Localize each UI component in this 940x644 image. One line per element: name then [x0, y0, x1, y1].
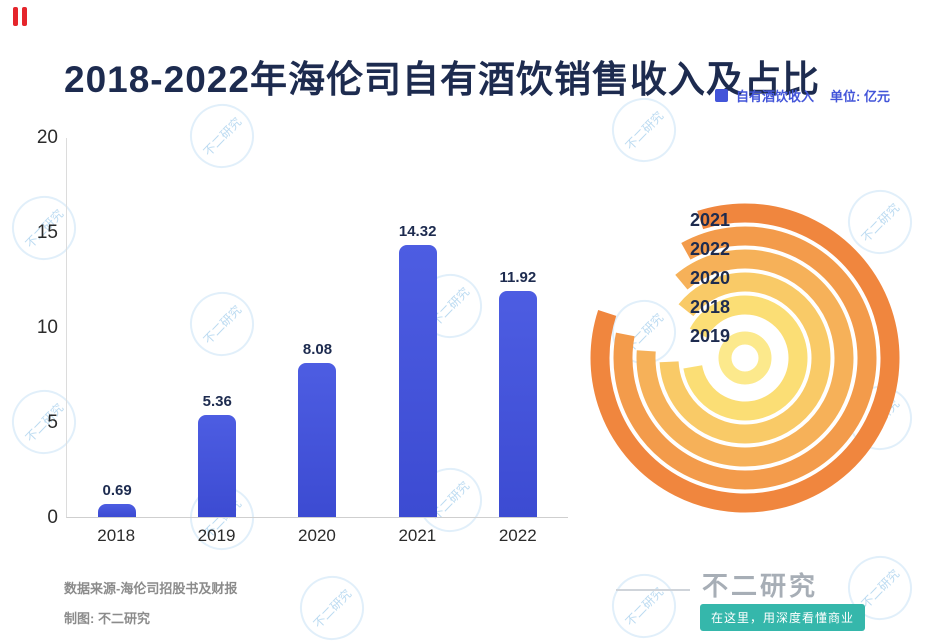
- bar-column: 0.69: [87, 482, 147, 517]
- legend-unit: 单位: 亿元: [830, 89, 890, 104]
- bar-chart: 0 5 10 15 20 0.69 5.36 8.08 14.32 11.92 2018 2019…: [28, 127, 568, 548]
- radial-year-label: 2020: [690, 268, 731, 288]
- pause-icon: [13, 7, 27, 26]
- radial-year-label: 2021: [690, 210, 731, 230]
- bar-column: 8.08: [287, 341, 347, 517]
- bar-column: 11.92: [488, 269, 548, 517]
- x-axis: 2018 2019 2020 2021 2022: [66, 518, 568, 548]
- bar: [398, 244, 437, 517]
- data-source-note: 数据来源-海伦司招股书及财报: [64, 581, 238, 596]
- legend-label: 自有酒饮收入: [736, 89, 815, 104]
- proportion-ring: [682, 295, 808, 421]
- legend: 自有酒饮收入 单位: 亿元: [715, 86, 890, 105]
- bar: [198, 415, 237, 517]
- bar-column: 5.36: [187, 393, 247, 517]
- radial-proportion-chart: 2021 2022 2020 2018 2019: [590, 203, 900, 513]
- legend-swatch: [715, 89, 729, 102]
- y-tick-label: 15: [36, 222, 58, 243]
- brand-name: 不二研究: [702, 571, 819, 601]
- bar-column: 14.32: [388, 223, 448, 517]
- ring-center: [718, 331, 772, 385]
- radial-year-label: 2019: [690, 326, 731, 346]
- brand-divider-line: [616, 589, 690, 591]
- proportion-ring: [636, 249, 854, 467]
- radial-year-labels: 2021 2022 2020 2018 2019: [690, 209, 730, 347]
- radial-year-label: 2018: [690, 297, 731, 317]
- chart-credit-note: 制图: 不二研究: [64, 611, 150, 626]
- bar-value-label: 11.92: [499, 268, 537, 286]
- radial-rings: [590, 203, 900, 513]
- brand-watermark: 不二研究: [293, 569, 371, 644]
- x-tick-label: 2020: [298, 526, 336, 545]
- page-title: 2018-2022年海伦司自有酒饮销售收入及占比: [64, 58, 820, 100]
- bar: [498, 290, 537, 517]
- radial-year-label: 2022: [690, 239, 731, 259]
- proportion-ring: [590, 203, 900, 513]
- y-tick-label: 10: [36, 317, 58, 338]
- bar-value-label: 8.08: [302, 341, 333, 359]
- x-tick-label: 2019: [197, 526, 236, 545]
- x-tick-label: 2021: [398, 526, 437, 545]
- brand-watermark: 不二研究: [605, 91, 683, 169]
- bar-value-label: 5.36: [202, 393, 232, 411]
- bar-value-label: 0.69: [102, 481, 132, 499]
- y-axis: 0 5 10 15 20: [28, 127, 62, 528]
- x-tick-label: 2022: [498, 526, 537, 545]
- bar: [298, 363, 337, 517]
- y-tick-label: 0: [47, 507, 58, 528]
- plot-area: 0.69 5.36 8.08 14.32 11.92: [66, 138, 568, 518]
- y-tick-label: 20: [36, 127, 58, 148]
- brand-tagline: 在这里，用深度看懂商业: [700, 604, 866, 631]
- y-tick-label: 5: [47, 412, 58, 433]
- x-tick-label: 2018: [97, 526, 136, 545]
- brand-watermark: 不二研究: [605, 567, 683, 644]
- bar-value-label: 14.32: [398, 222, 437, 240]
- bar: [98, 503, 137, 517]
